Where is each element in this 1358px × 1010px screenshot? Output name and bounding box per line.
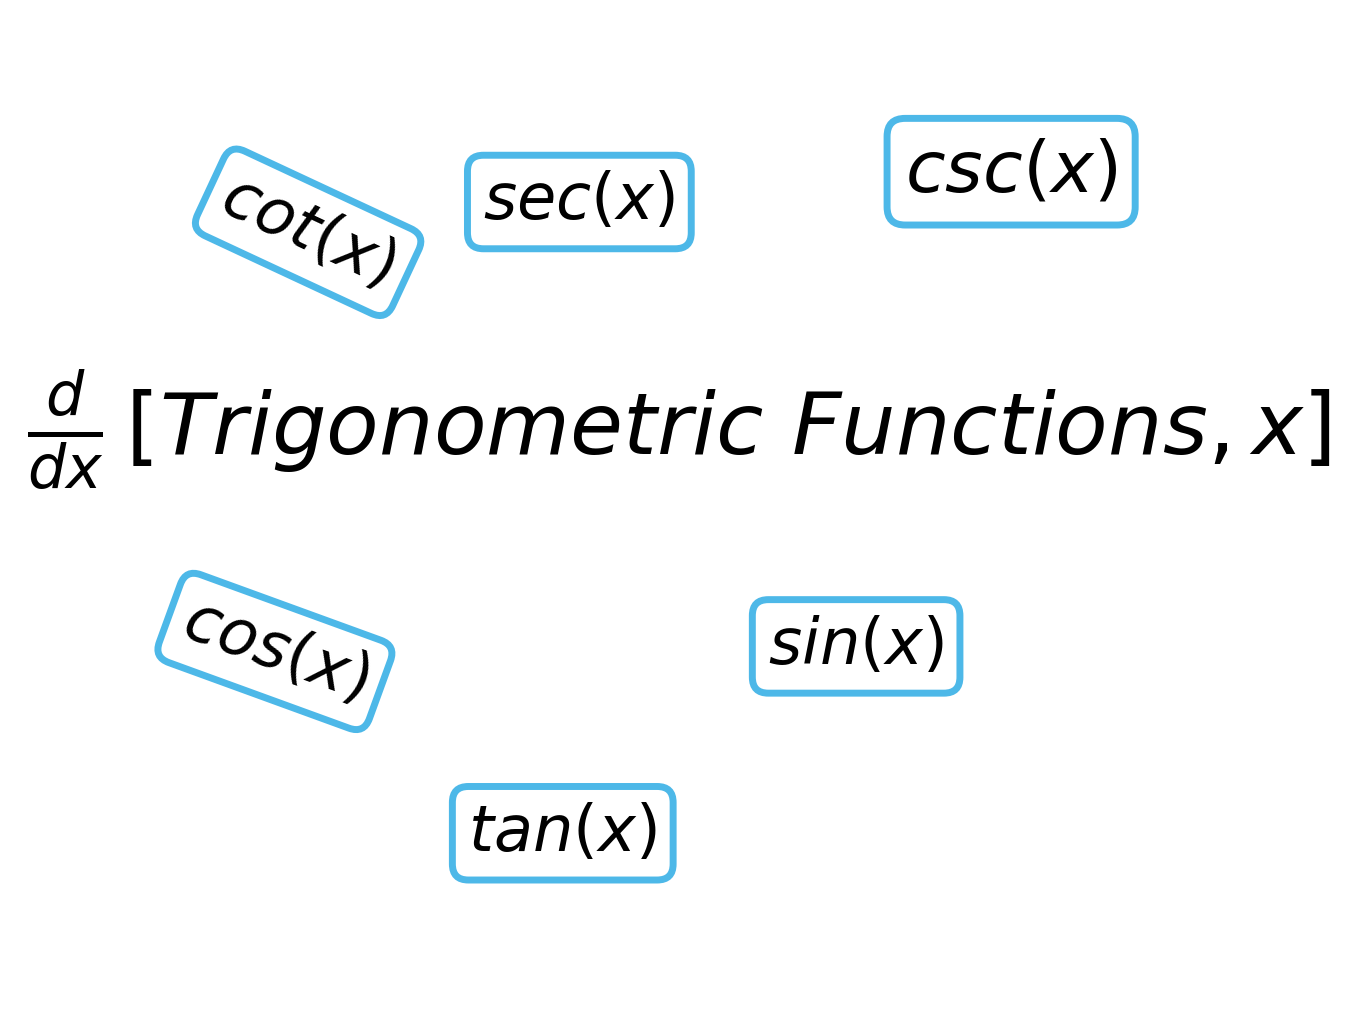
- Text: $sin(x)$: $sin(x)$: [769, 616, 944, 677]
- Text: $tan(x)$: $tan(x)$: [469, 803, 657, 864]
- Text: $csc(x)$: $csc(x)$: [906, 136, 1118, 207]
- Text: $cos(x)$: $cos(x)$: [174, 590, 375, 713]
- Text: $sec(x)$: $sec(x)$: [483, 172, 675, 232]
- Text: $\frac{d}{dx}\,[Trigonometric\ Functions, x]$: $\frac{d}{dx}\,[Trigonometric\ Functions…: [27, 367, 1331, 492]
- Text: $cot(x)$: $cot(x)$: [212, 166, 405, 299]
